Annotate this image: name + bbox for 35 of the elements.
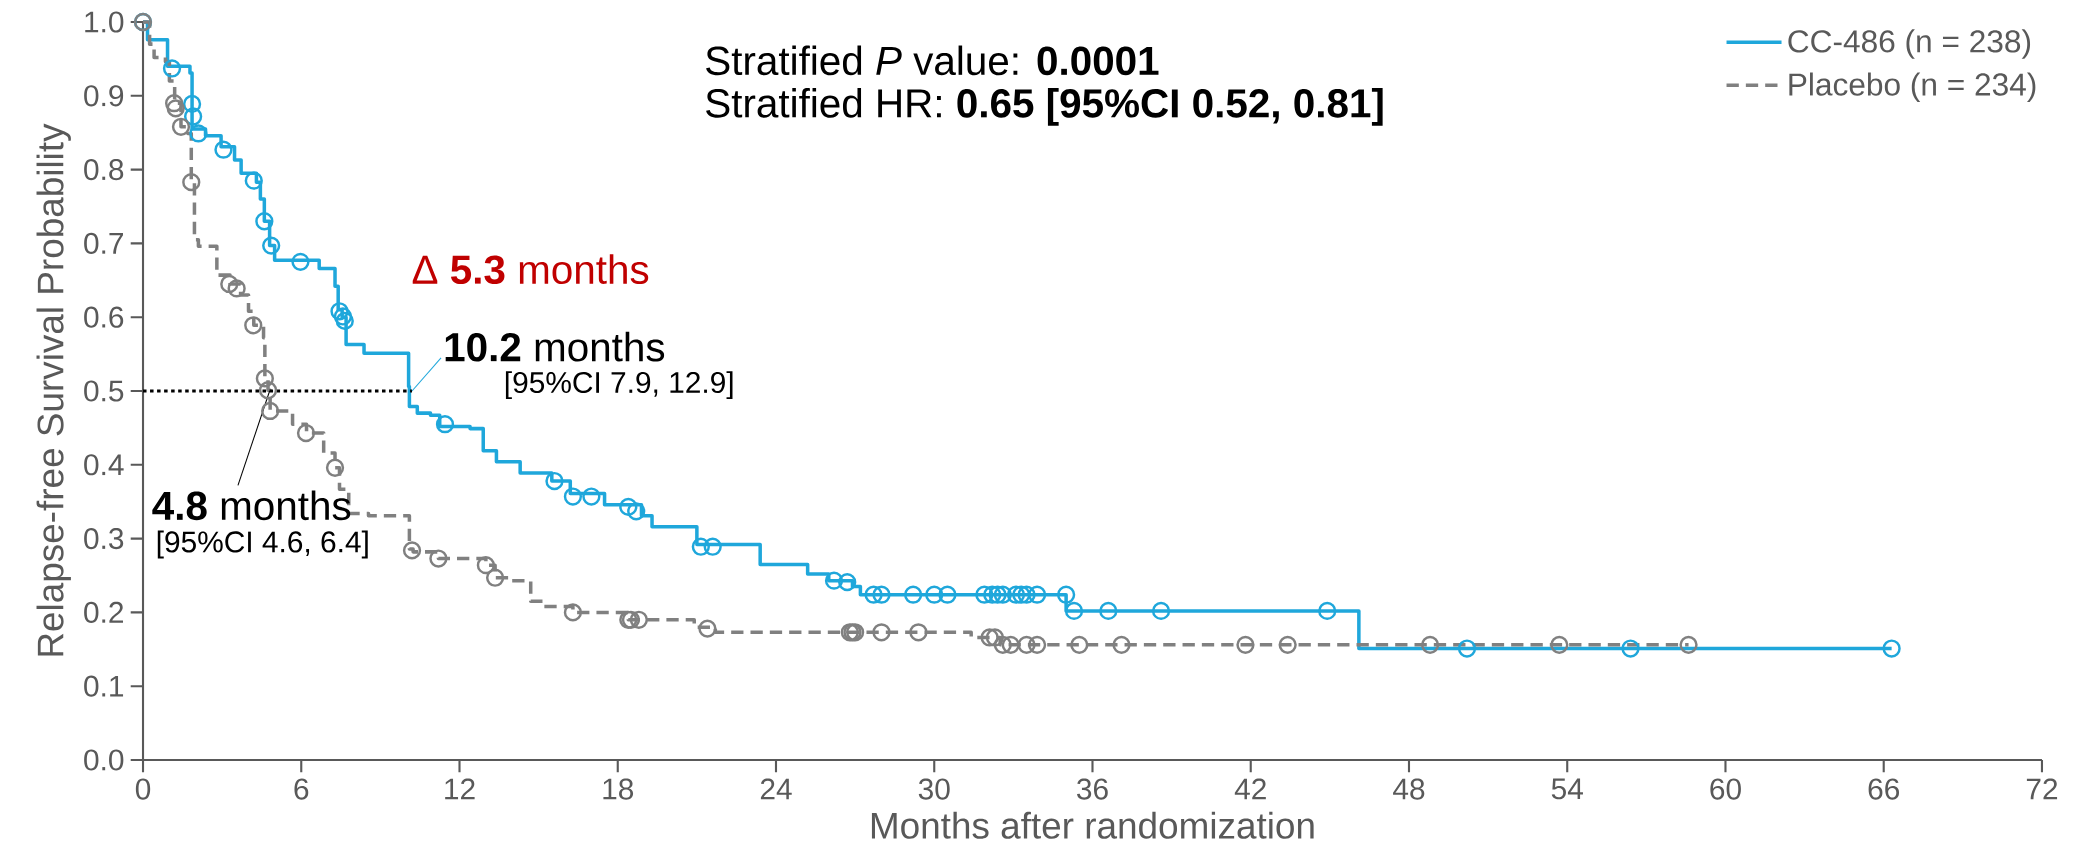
annotation: [95%CI 7.9, 12.9] <box>505 371 733 400</box>
x-tick-label: 48 <box>1393 778 1425 800</box>
annotation: 4.8 months <box>152 490 351 521</box>
y-tick-label: 0.3 <box>84 528 124 550</box>
x-tick-label: 54 <box>1551 778 1583 800</box>
x-tick-label: 72 <box>2026 778 2058 800</box>
x-tick-label: 66 <box>1868 778 1900 800</box>
x-tick-label: 30 <box>918 778 950 800</box>
legend-label: Placebo (n = 234) <box>1789 72 2036 102</box>
y-tick-label: 0.0 <box>84 749 124 771</box>
x-tick-label: 24 <box>760 778 792 800</box>
y-tick-label: 0.6 <box>84 306 124 328</box>
annotation: [95%CI 4.6, 6.4] <box>157 530 368 559</box>
annotation: Stratified P value: 0.0001 <box>706 45 1159 76</box>
annotation: Stratified HR: 0.65 [95%CI 0.52, 0.81] <box>706 88 1383 126</box>
annotation: 10.2 months <box>445 331 665 362</box>
x-tick-label: 0 <box>135 778 151 800</box>
x-axis-title: Months after randomization <box>871 811 1314 839</box>
y-tick-label: 0.5 <box>84 380 124 402</box>
x-tick-label: 36 <box>1077 778 1108 800</box>
annotation: Δ 5.3 months <box>412 254 649 285</box>
y-axis-title: Relapse-free Survival Probability <box>36 123 71 656</box>
y-tick-label: 0.4 <box>84 454 124 476</box>
y-tick-label: 0.7 <box>84 232 123 254</box>
y-tick-label: 0.1 <box>84 675 124 697</box>
x-tick-label: 60 <box>1710 778 1741 800</box>
legend-label: CC-486 (n = 238) <box>1788 29 2031 59</box>
y-tick-label: 0.2 <box>84 601 123 623</box>
x-tick-label: 42 <box>1234 778 1266 800</box>
x-tick-label: 18 <box>603 778 634 800</box>
x-tick-label: 12 <box>445 778 475 800</box>
y-tick-label: 0.9 <box>84 85 124 107</box>
y-tick-label: 1.0 <box>85 11 124 33</box>
y-tick-label: 0.8 <box>84 159 124 181</box>
x-tick-label: 6 <box>294 778 309 800</box>
